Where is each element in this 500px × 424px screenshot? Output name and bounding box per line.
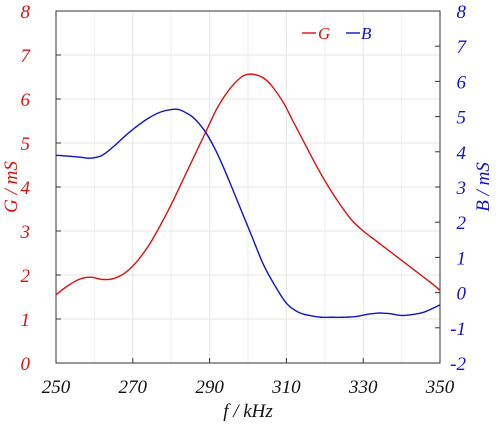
y-tick-label-right: 1 [457,248,467,269]
y-tick-label-left: 2 [21,266,31,287]
y-tick-label-left: 7 [21,46,32,67]
x-tick-label: 250 [42,377,71,398]
series-lines [55,73,441,319]
y-tick-label-left: 0 [21,354,31,375]
x-tick-label: 310 [271,377,301,398]
y-axis-label-right: B / mS [473,162,494,212]
grid [55,11,441,363]
series-line-g [55,73,441,296]
y-tick-label-right: 2 [457,213,467,234]
x-tick-label: 350 [425,377,455,398]
y-tick-label-left: 6 [21,90,31,111]
y-tick-label-right: 5 [457,108,467,129]
y-tick-label-right: 3 [456,178,467,199]
y-tick-label-right: 8 [457,2,467,23]
legend-label-g: G [318,24,330,43]
x-axis-label: f / kHz [223,401,273,422]
y-tick-label-right: 7 [457,37,468,58]
legend: G B [302,24,372,43]
y-tick-label-right: 0 [457,284,467,305]
y-tick-label-right: 4 [457,143,467,164]
y-tick-label-right: -1 [450,319,466,340]
series-line-b [55,108,441,319]
y-tick-label-right: -2 [450,354,466,375]
y-tick-label-left: 8 [21,2,31,23]
x-tick-label: 290 [195,377,224,398]
y-tick-label-left: 1 [21,310,31,331]
legend-label-b: B [361,24,372,43]
y-tick-label-right: 6 [457,72,467,93]
y-tick-label-left: 3 [20,222,31,243]
ticks: 250 270 290 310 330 350 0 1 2 3 4 5 6 7 8 -2 -1 0 1 2 3 4 5 6 7 8 [20,2,468,398]
x-tick-label: 330 [348,377,378,398]
x-tick-label: 270 [119,377,148,398]
y-axis-label-left: G / mS [1,161,22,213]
y-tick-label-left: 5 [21,134,31,155]
y-tick-label-left: 4 [21,178,31,199]
